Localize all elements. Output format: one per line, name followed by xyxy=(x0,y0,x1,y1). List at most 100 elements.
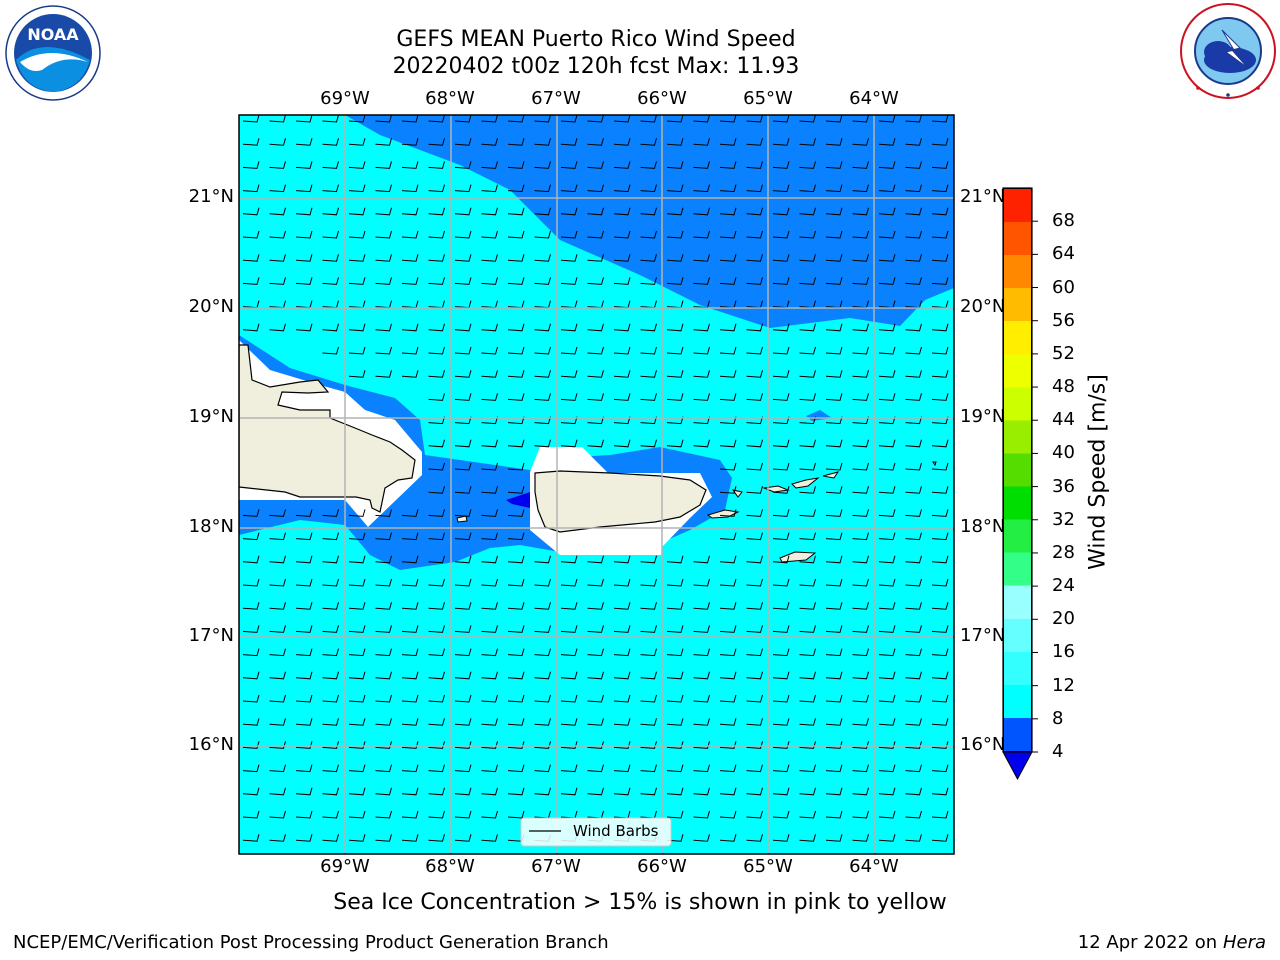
wind-barb xyxy=(322,602,339,610)
wind-barb xyxy=(931,462,949,471)
wind-barb xyxy=(481,764,498,773)
wind-barb xyxy=(772,578,790,587)
wind-barb xyxy=(666,439,684,448)
wind-barb xyxy=(640,439,657,448)
wind-barb xyxy=(375,810,392,819)
wind-barb xyxy=(772,532,790,541)
wind-barb xyxy=(587,161,604,169)
wind-barb xyxy=(242,741,260,749)
colorbar-tick-label: 44 xyxy=(1052,409,1075,431)
wind-barb xyxy=(375,555,392,564)
wind-barb xyxy=(587,370,604,378)
wind-barb xyxy=(401,115,419,123)
wind-barb xyxy=(507,694,525,703)
wind-barb xyxy=(640,694,657,703)
wind-barb xyxy=(905,834,922,842)
wind-barb xyxy=(454,578,472,587)
wind-barb xyxy=(295,602,313,610)
wind-barb xyxy=(825,346,843,355)
wind-barb xyxy=(746,277,763,285)
wind-barb xyxy=(507,439,525,448)
wind-barb xyxy=(878,439,896,448)
wind-barb xyxy=(931,184,949,193)
colorbar-tick-label: 36 xyxy=(1052,475,1075,497)
wind-barb xyxy=(878,625,896,633)
lon-label-bottom-67w: 67°W xyxy=(531,856,581,877)
wind-barb xyxy=(746,439,763,448)
wind-barb xyxy=(534,718,551,726)
wind-barb xyxy=(799,346,816,355)
wind-barb xyxy=(719,138,737,146)
wind-barb xyxy=(348,323,366,332)
wind-barb xyxy=(534,555,551,564)
wind-barb xyxy=(507,346,525,355)
wind-barb xyxy=(852,393,869,401)
wind-barb xyxy=(905,207,922,216)
lat-label-left-16n: 16°N xyxy=(188,734,234,755)
wind-barb xyxy=(481,323,498,332)
wind-barb xyxy=(375,277,392,285)
wind-barb xyxy=(454,486,472,494)
wind-barb xyxy=(719,694,737,703)
wind-barb xyxy=(825,393,843,401)
wind-barb xyxy=(613,323,631,332)
wind-barb xyxy=(746,671,763,680)
wind-barb xyxy=(825,138,843,146)
wind-barb xyxy=(481,694,498,703)
wind-barb xyxy=(852,834,869,842)
title-line-1: GEFS MEAN Puerto Rico Wind Speed xyxy=(396,27,796,52)
wind-barb xyxy=(931,532,949,541)
wind-barb xyxy=(852,161,869,169)
wind-barb xyxy=(242,277,260,285)
wind-barb xyxy=(295,230,313,239)
wind-barb xyxy=(295,694,313,703)
wind-barb xyxy=(481,741,498,749)
wind-barb xyxy=(428,115,445,123)
wind-barb xyxy=(454,439,472,448)
wind-barb xyxy=(401,787,419,796)
wind-barb xyxy=(322,718,339,726)
wind-barb xyxy=(560,184,578,193)
wind-barb xyxy=(428,532,445,541)
wind-barb xyxy=(825,694,843,703)
wind-barb xyxy=(269,787,286,796)
wind-barb xyxy=(719,346,737,355)
wind-barb xyxy=(693,393,710,401)
wind-barb xyxy=(772,602,790,610)
wind-barb xyxy=(454,532,472,541)
wind-barb xyxy=(454,230,472,239)
wind-barb xyxy=(269,671,286,680)
wind-barb xyxy=(825,277,843,285)
wind-barb xyxy=(428,393,445,401)
wind-barb xyxy=(878,254,896,262)
wind-barb xyxy=(825,323,843,332)
wind-barb xyxy=(454,370,472,378)
wind-barb xyxy=(878,671,896,680)
wind-barb xyxy=(507,323,525,332)
wind-barb xyxy=(348,625,366,633)
wind-barb xyxy=(931,161,949,169)
wind-barb xyxy=(693,184,710,193)
wind-barb xyxy=(507,509,525,517)
wind-barb xyxy=(852,625,869,633)
wind-barb xyxy=(560,741,578,749)
wind-barb xyxy=(401,323,419,332)
wind-barb xyxy=(799,277,816,285)
wind-barb xyxy=(825,810,843,819)
wind-barb xyxy=(852,694,869,703)
wind-barb xyxy=(613,230,631,239)
wind-barb xyxy=(878,462,896,471)
wind-barb xyxy=(746,694,763,703)
wind-barb xyxy=(454,834,472,842)
wind-barb xyxy=(746,625,763,633)
wind-barb xyxy=(587,718,604,726)
wind-barb xyxy=(666,346,684,355)
wind-barb xyxy=(242,184,260,193)
wind-barb xyxy=(454,323,472,332)
wind-barb xyxy=(269,602,286,610)
wind-barb xyxy=(825,115,843,123)
wind-barb xyxy=(375,323,392,332)
wind-barb xyxy=(375,184,392,193)
wind-barb xyxy=(348,161,366,169)
wind-barb xyxy=(640,207,657,216)
